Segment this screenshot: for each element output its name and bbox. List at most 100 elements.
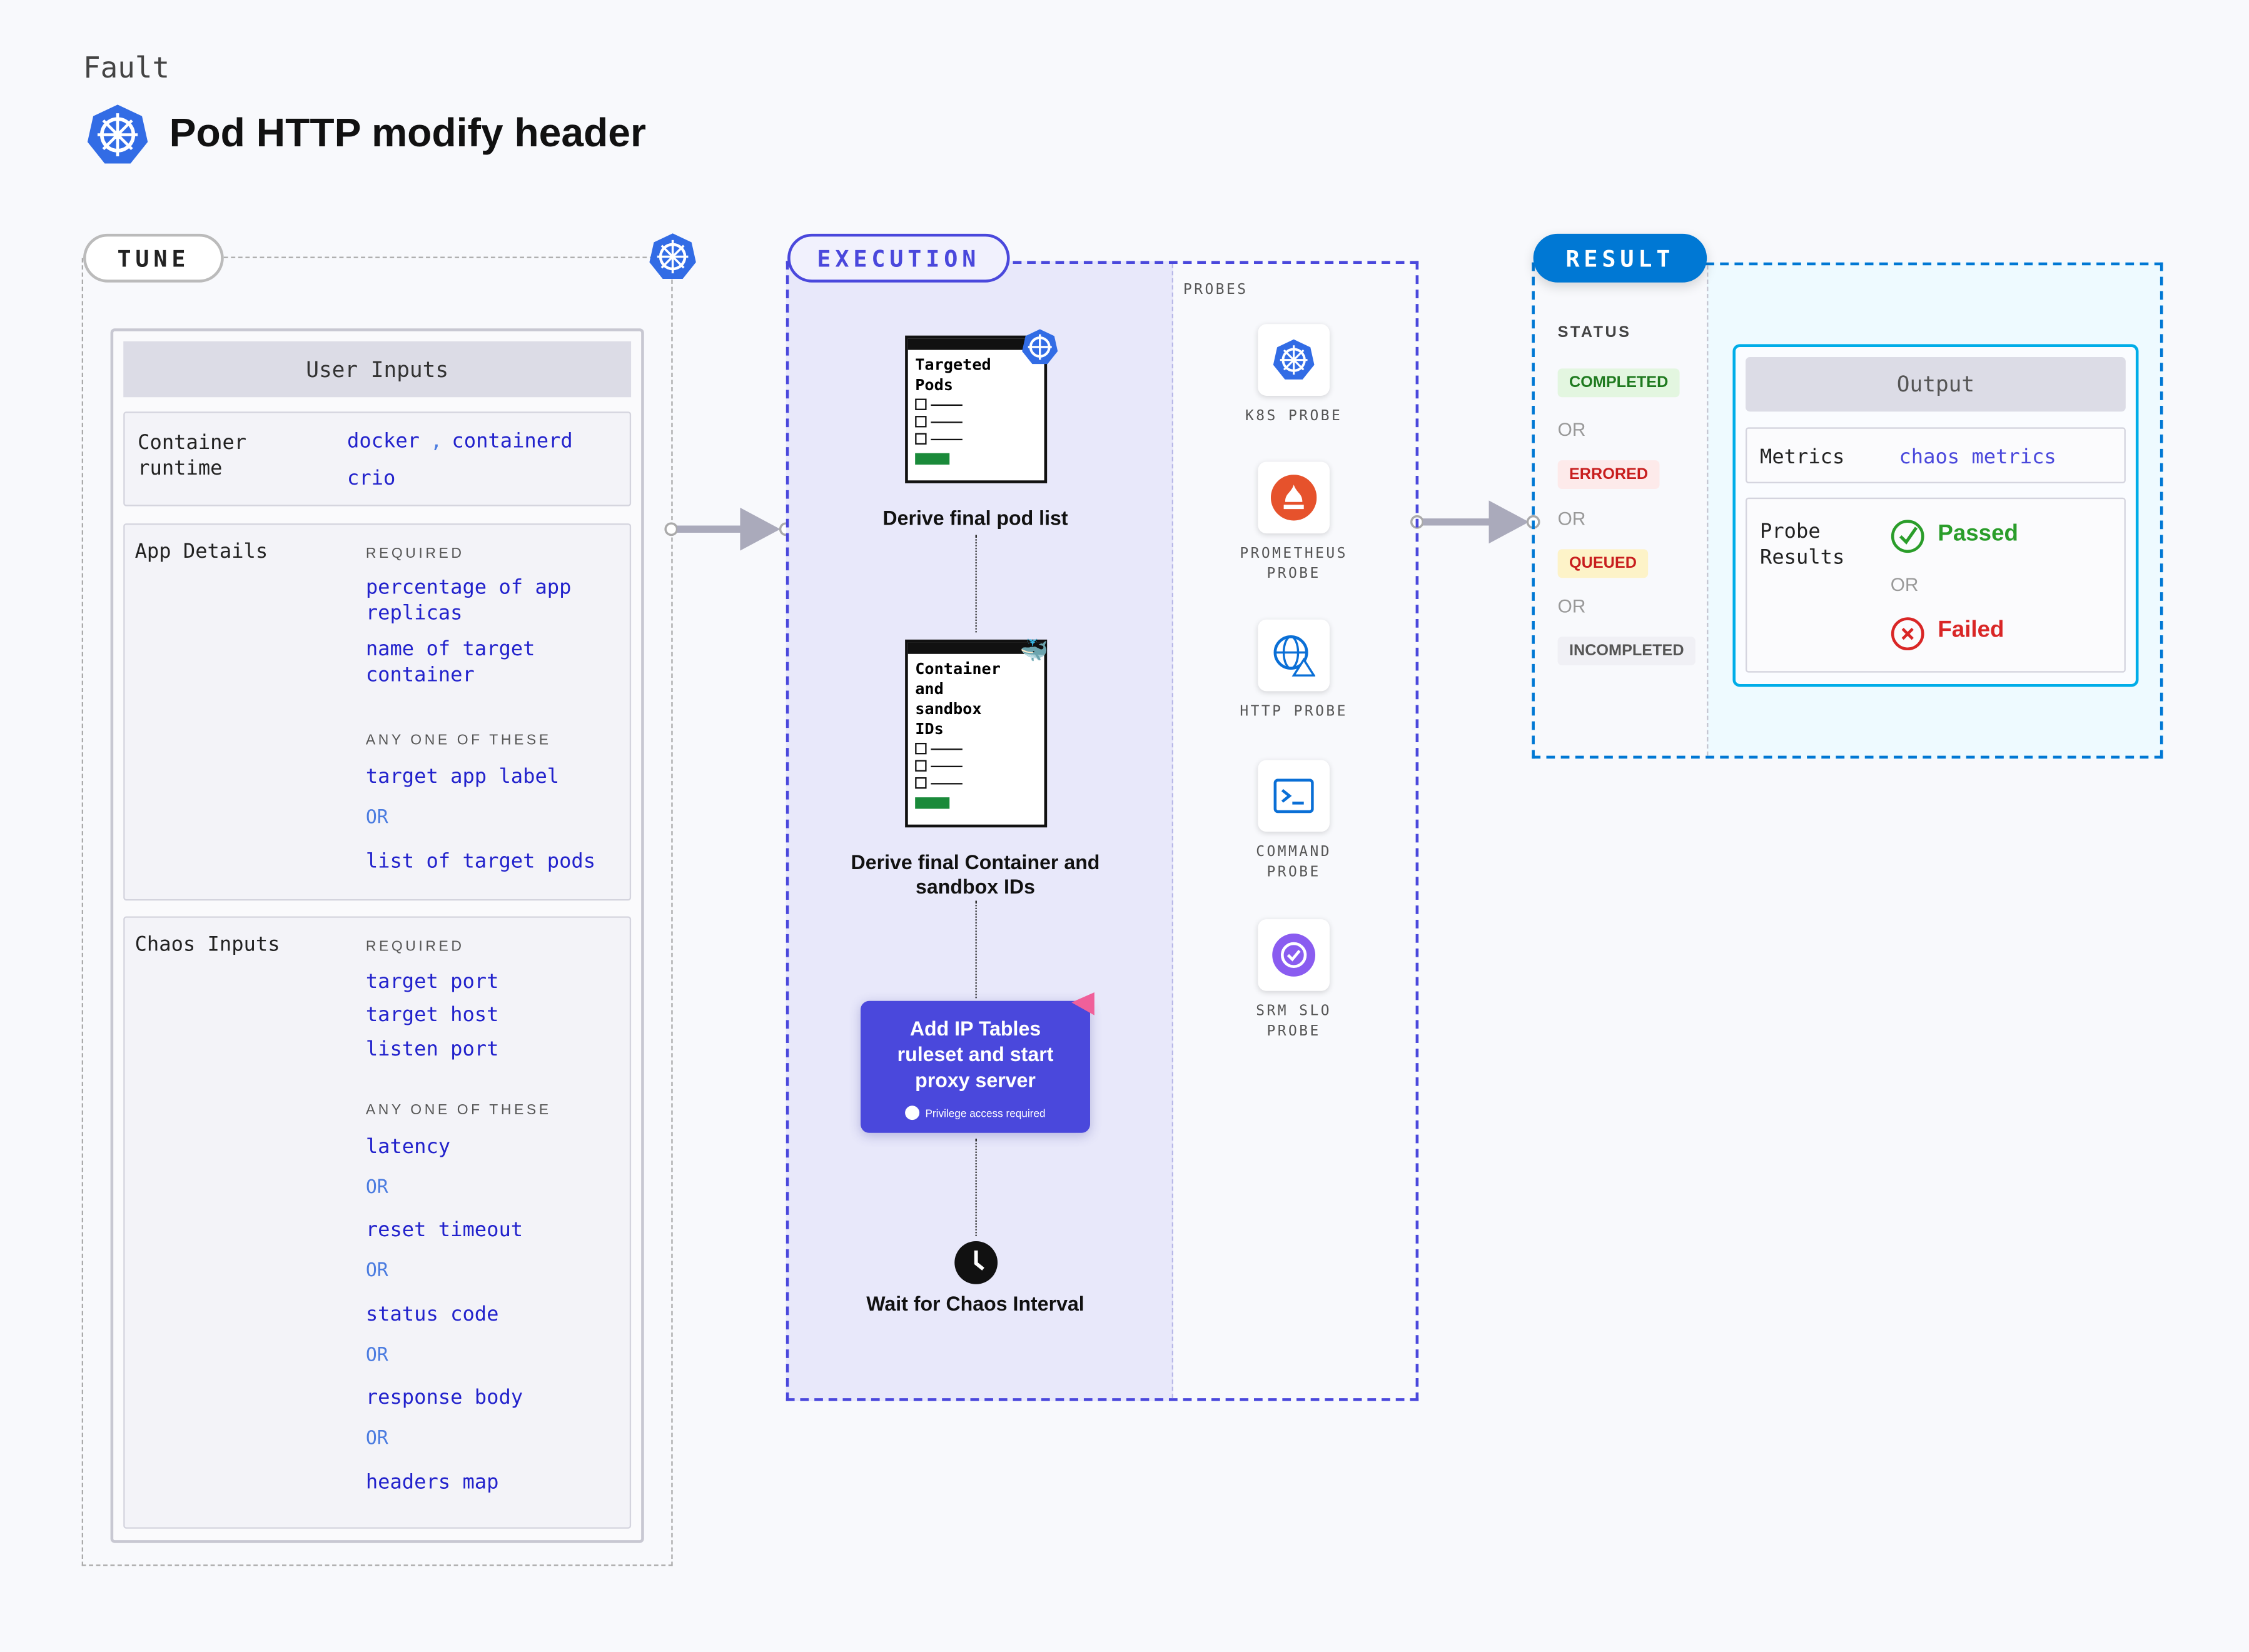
step-label: Add IP Tables ruleset and start proxy se… [897, 1017, 1054, 1092]
iptables-step: Add IP Tables ruleset and start proxy se… [861, 1000, 1090, 1133]
chaos-inputs-label: Chaos Inputs [134, 934, 280, 957]
privilege-text: Privilege access required [925, 1106, 1046, 1119]
input-item: list of target pods [365, 850, 596, 874]
status-errored: ERRORED [1557, 460, 1660, 490]
input-item: listen port [365, 1038, 499, 1062]
container-runtime-label: Container runtime [138, 431, 247, 481]
metrics-box [1746, 427, 2126, 483]
probe-srm-slo[interactable]: SRM SLO PROBE [1208, 919, 1380, 1042]
input-item: name of target container [365, 638, 535, 687]
any-one-caption: ANY ONE OF THESE [365, 1102, 552, 1119]
connector [975, 535, 977, 633]
probes-caption: PROBES [1183, 282, 1248, 299]
probe-results-box [1746, 497, 2126, 673]
user-inputs-header: User Inputs [123, 341, 632, 398]
probe-label: SRM SLO PROBE [1256, 1004, 1332, 1040]
input-item: target port [365, 970, 499, 994]
targeted-pods-card: Targeted Pods [905, 335, 1048, 483]
metrics-value: chaos metrics [1899, 446, 2056, 469]
chaos-inputs-box [123, 916, 632, 1529]
probe-k8s[interactable]: K8S PROBE [1208, 324, 1380, 427]
probe-results-label: Probe Results [1760, 520, 1845, 570]
card-title: Container and sandbox IDs [915, 659, 1001, 739]
kubernetes-icon [1273, 339, 1315, 380]
runtime-containerd: containerd [452, 430, 573, 453]
result-section [1532, 262, 2163, 759]
any-one-caption: ANY ONE OF THESE [365, 732, 552, 749]
probe-command[interactable]: COMMAND PROBE [1208, 760, 1380, 884]
card-title: Targeted Pods [915, 355, 991, 395]
probe-label: COMMAND PROBE [1256, 844, 1332, 881]
input-item: target app label [365, 765, 560, 789]
output-header: Output [1746, 357, 2126, 412]
container-ids-card: Container and sandbox IDs [905, 639, 1048, 828]
tune-pill: TUNE [83, 233, 224, 283]
step-derive-container-ids: Derive final Container and sandbox IDs [851, 850, 1100, 898]
execution-section [786, 261, 1419, 1401]
app-details-box [123, 523, 632, 901]
kubernetes-icon [87, 104, 148, 164]
arrow-tune-to-execution [664, 507, 793, 551]
probe-label: K8S PROBE [1245, 408, 1343, 425]
or-label: OR [1890, 573, 1919, 595]
slo-icon [1272, 934, 1316, 977]
runtime-crio: crio [347, 467, 396, 491]
kubernetes-icon [1022, 329, 1058, 365]
status-caption: STATUS [1557, 324, 1632, 341]
input-item: latency [365, 1136, 451, 1159]
connector [975, 1138, 977, 1236]
required-caption: REQUIRED [365, 939, 465, 955]
separator: , [430, 430, 443, 453]
prometheus-icon [1270, 475, 1317, 521]
check-circle-icon [1891, 520, 1924, 553]
or-label: OR [1557, 595, 1586, 617]
clock-icon [954, 1241, 998, 1284]
failed-label: Failed [1938, 618, 2004, 643]
status-completed: COMPLETED [1557, 368, 1680, 398]
probe-label: HTTP PROBE [1240, 704, 1348, 720]
input-item: reset timeout [365, 1219, 523, 1242]
input-item: response body [365, 1386, 523, 1410]
step-wait-chaos-interval: Wait for Chaos Interval [866, 1292, 1084, 1316]
required-caption: REQUIRED [365, 546, 465, 563]
arrow-execution-to-result [1410, 500, 1540, 544]
or-label: OR [365, 1260, 388, 1282]
chaos-hub-icon [1071, 992, 1094, 1015]
input-item: status code [365, 1303, 499, 1327]
privilege-note: Privilege access required [861, 1106, 1090, 1121]
or-label: OR [365, 807, 388, 829]
probe-http[interactable]: HTTP PROBE [1208, 619, 1380, 723]
divider [1171, 263, 1174, 1399]
or-label: OR [1557, 418, 1586, 441]
input-item: target host [365, 1004, 499, 1027]
metrics-label: Metrics [1760, 446, 1845, 469]
docker-icon: 🐳 [1019, 639, 1049, 664]
divider [1707, 265, 1709, 756]
step-derive-pod-list: Derive final pod list [882, 506, 1068, 530]
x-circle-icon [1891, 617, 1924, 651]
passed-label: Passed [1938, 521, 2018, 546]
tune-section [81, 258, 673, 1566]
or-label: OR [365, 1177, 388, 1199]
globe-icon [1273, 635, 1316, 677]
probe-prometheus[interactable]: PROMETHEUS PROBE [1208, 461, 1380, 585]
execution-pill: EXECUTION [787, 233, 1010, 283]
status-incompleted: INCOMPLETED [1557, 637, 1696, 666]
kubernetes-icon [649, 233, 696, 279]
probe-label: PROMETHEUS PROBE [1240, 546, 1348, 583]
input-item: percentage of app replicas [365, 576, 572, 625]
or-label: OR [365, 1345, 388, 1367]
status-queued: QUEUED [1557, 549, 1649, 578]
input-item: headers map [365, 1471, 499, 1494]
connector [975, 900, 977, 999]
or-label: OR [365, 1428, 388, 1450]
eyebrow: Fault [83, 50, 170, 85]
divider [223, 256, 654, 258]
or-label: OR [1557, 507, 1586, 530]
lock-icon [905, 1106, 920, 1121]
terminal-icon [1273, 778, 1314, 813]
page-title: Pod HTTP modify header [169, 110, 646, 155]
container-runtime-box [123, 411, 632, 506]
app-details-label: App Details [134, 540, 268, 564]
